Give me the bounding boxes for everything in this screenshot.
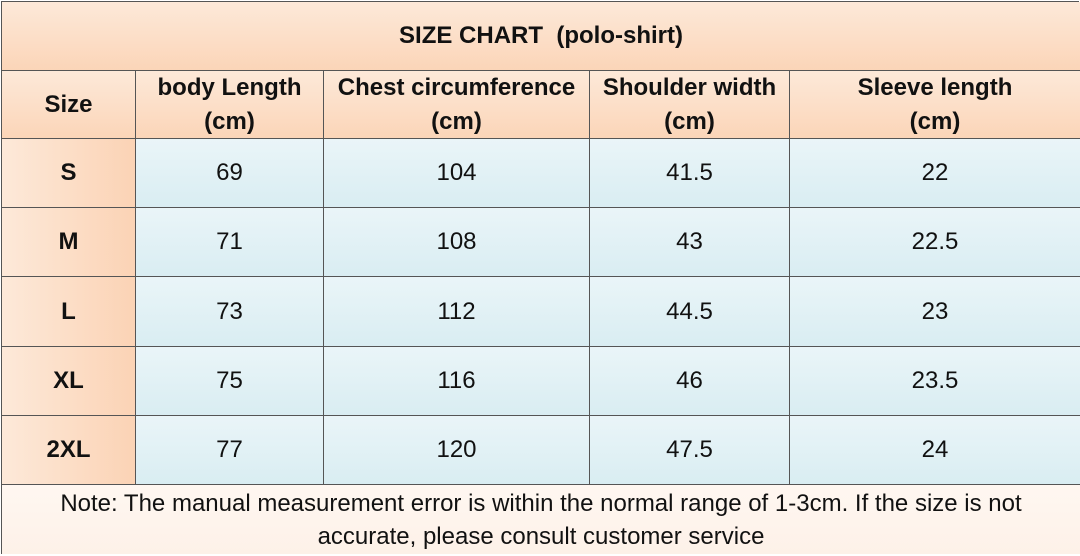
value-cell: 73 [136,277,324,347]
value-cell: 46 [590,347,790,416]
size-cell: XL [2,347,136,416]
size-cell: M [2,208,136,277]
header-cell: body Length (cm) [136,71,324,139]
value-cell: 22.5 [790,208,1080,277]
value-cell: 23 [790,277,1080,347]
value-cell: 108 [324,208,590,277]
header-cell: Size [2,71,136,139]
value-cell: 69 [136,139,324,208]
header-label: Size [44,90,93,118]
header-unit: (cm) [204,107,255,135]
value-cell: 104 [324,139,590,208]
value-cell: 43 [590,208,790,277]
value-cell: 24 [790,416,1080,485]
value-cell: 41.5 [590,139,790,208]
size-cell: S [2,139,136,208]
note: Note: The manual measurement error is wi… [2,485,1080,554]
value-cell: 75 [136,347,324,416]
value-cell: 23.5 [790,347,1080,416]
header-unit: (cm) [909,107,961,135]
header-unit: (cm) [431,107,482,135]
value-cell: 44.5 [590,277,790,347]
table-title: SIZE CHART (polo-shirt) [2,2,1080,71]
header-label: body Length [157,73,302,101]
header-label: Sleeve length [857,73,1013,101]
size-cell: L [2,277,136,347]
header-cell: Chest circumference (cm) [324,71,590,139]
header-label: Shoulder width [602,73,777,101]
header-cell: Sleeve length (cm) [790,71,1080,139]
value-cell: 120 [324,416,590,485]
size-cell: 2XL [2,416,136,485]
value-cell: 112 [324,277,590,347]
value-cell: 47.5 [590,416,790,485]
header-unit: (cm) [664,107,715,135]
value-cell: 22 [790,139,1080,208]
value-cell: 77 [136,416,324,485]
value-cell: 71 [136,208,324,277]
header-cell: Shoulder width (cm) [590,71,790,139]
header-label: Chest circumference [337,73,576,101]
value-cell: 116 [324,347,590,416]
